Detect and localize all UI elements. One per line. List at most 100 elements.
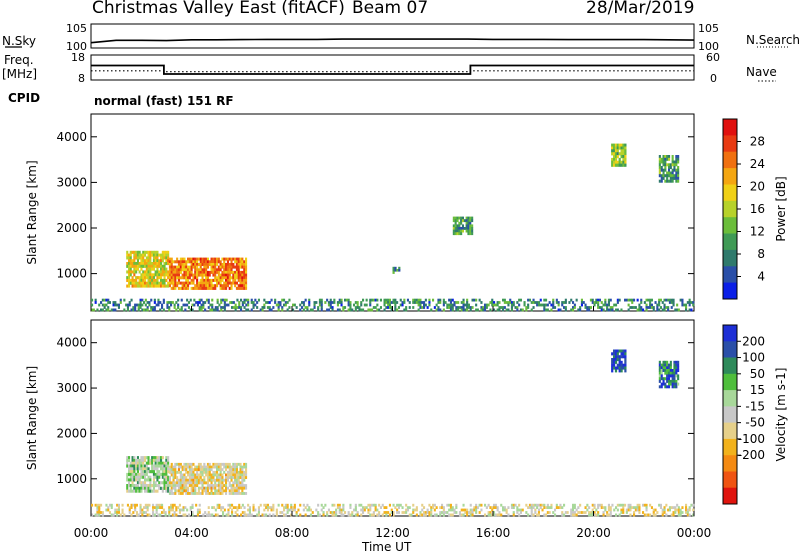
velocity-echo-cell-4 [135, 503, 138, 507]
velocity-echo-cell-1 [219, 489, 222, 493]
power-echo-cell-0 [161, 267, 164, 271]
velocity-echo-cell-4 [446, 511, 449, 514]
power-echo-cell-1 [205, 276, 208, 280]
velocity-echo-cell-1 [188, 470, 191, 474]
power-echo-cell-0 [138, 270, 141, 274]
velocity-echo-cell-4 [676, 508, 679, 512]
velocity-echo-cell-1 [223, 465, 226, 469]
velocity-echo-cell-4 [478, 511, 481, 514]
power-echo-cell-0 [147, 276, 150, 280]
power-echo-cell-1 [217, 281, 220, 285]
power-echo-cell-6 [105, 303, 108, 307]
velocity-echo-cell-1 [237, 489, 240, 493]
power-echo-cell-0 [144, 253, 147, 257]
power-echo-cell-6 [591, 301, 594, 304]
velocity-echo-cell-0 [133, 467, 136, 471]
power-echo-cell-1 [176, 281, 179, 285]
power-echo-cell-5 [668, 179, 671, 183]
velocity-echo-cell-1 [214, 492, 217, 495]
velocity-y-tick-2000: 2000 [56, 426, 87, 440]
power-echo-cell-1 [174, 268, 177, 272]
velocity-echo-cell-4 [173, 503, 176, 507]
velocity-echo-cell-1 [245, 465, 248, 469]
power-echo-cell-5 [664, 163, 667, 167]
power-echo-cell-1 [194, 286, 197, 290]
power-echo-cell-6 [502, 306, 505, 309]
power-echo-cell-5 [668, 174, 671, 178]
velocity-echo-cell-0 [151, 464, 154, 468]
velocity-echo-cell-4 [161, 503, 164, 507]
power-echo-cell-0 [160, 259, 163, 263]
power-echo-cell-0 [151, 250, 154, 254]
velocity-echo-cell-4 [550, 503, 553, 507]
velocity-echo-cell-1 [223, 478, 226, 482]
power-echo-cell-0 [131, 281, 134, 285]
velocity-echo-cell-2 [624, 366, 627, 370]
velocity-echo-cell-4 [572, 506, 575, 509]
velocity-echo-cell-0 [160, 458, 163, 462]
power-echo-cell-3 [465, 219, 468, 223]
velocity-echo-cell-4 [152, 511, 155, 514]
velocity-echo-cell-0 [163, 464, 166, 468]
velocity-echo-cell-2 [618, 360, 621, 364]
velocity-echo-cell-2 [618, 349, 621, 353]
velocity-echo-cell-4 [170, 506, 173, 509]
velocity-echo-cell-4 [117, 511, 120, 514]
power-echo-cell-6 [491, 301, 494, 304]
power-echo-cell-6 [250, 308, 253, 312]
velocity-echo-cell-4 [449, 506, 452, 509]
power-echo-cell-6 [168, 308, 171, 312]
power-echo-cell-6 [654, 301, 657, 304]
velocity-echo-cell-3 [664, 360, 667, 364]
velocity-echo-cell-3 [658, 374, 661, 378]
velocity-echo-cell-4 [629, 508, 632, 512]
velocity-echo-cell-4 [681, 506, 684, 509]
velocity-echo-cell-4 [270, 506, 273, 509]
power-echo-cell-0 [149, 278, 152, 282]
power-echo-cell-1 [185, 273, 188, 277]
velocity-echo-cell-4 [419, 511, 422, 514]
power-echo-cell-3 [467, 229, 470, 233]
velocity-echo-cell-1 [216, 468, 219, 472]
velocity-echo-cell-4 [692, 503, 695, 507]
velocity-echo-cell-4 [642, 503, 645, 507]
velocity-echo-cell-0 [140, 458, 143, 462]
power-echo-cell-6 [493, 308, 496, 312]
power-echo-cell-1 [210, 284, 213, 288]
power-echo-cell-5 [668, 163, 671, 167]
velocity-echo-cell-1 [172, 470, 175, 474]
power-echo-cell-6 [510, 308, 513, 312]
power-echo-cell-1 [194, 265, 197, 269]
velocity-echo-cell-1 [232, 470, 235, 474]
velocity-echo-cell-4 [502, 506, 505, 509]
power-echo-cell-0 [136, 284, 139, 288]
power-echo-cell-6 [681, 298, 684, 302]
power-echo-cell-6 [527, 306, 530, 309]
velocity-colorbar-segment-8 [723, 455, 737, 472]
power-echo-cell-6 [650, 306, 653, 309]
velocity-echo-cell-4 [349, 503, 352, 507]
power-echo-cell-6 [146, 308, 149, 312]
velocity-echo-cell-1 [192, 481, 195, 485]
velocity-echo-cell-4 [331, 503, 334, 507]
velocity-echo-cell-4 [661, 511, 664, 514]
velocity-echo-cell-1 [177, 489, 180, 493]
power-echo-cell-0 [144, 281, 147, 285]
power-echo-cell-6 [293, 303, 296, 307]
velocity-echo-cell-4 [423, 513, 426, 517]
velocity-echo-cell-4 [588, 511, 591, 514]
power-echo-cell-6 [112, 301, 115, 304]
power-echo-cell-1 [232, 276, 235, 280]
power-echo-cell-6 [231, 301, 234, 304]
power-echo-cell-6 [107, 308, 110, 312]
velocity-echo-cell-4 [530, 508, 533, 512]
power-echo-cell-0 [133, 253, 136, 257]
velocity-echo-cell-4 [507, 506, 510, 509]
power-echo-cell-0 [147, 281, 150, 285]
power-echo-cell-6 [419, 298, 422, 302]
velocity-echo-cell-4 [491, 513, 494, 517]
velocity-echo-cell-1 [234, 476, 237, 479]
x-tick-label-4: 16:00 [476, 526, 511, 540]
velocity-echo-cell-0 [149, 475, 152, 479]
power-echo-cell-1 [234, 284, 237, 288]
